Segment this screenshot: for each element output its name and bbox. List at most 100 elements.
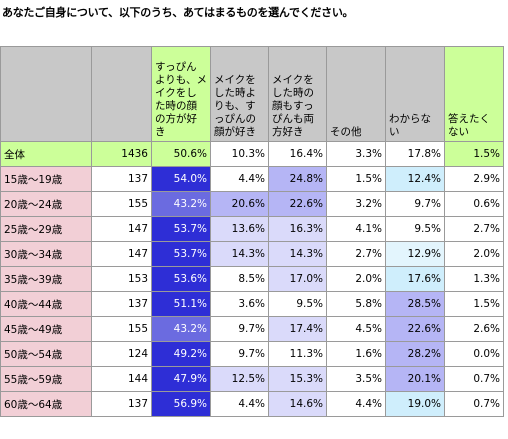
value-cell: 9.7%	[210, 341, 269, 367]
row-label: 45歳～49歳	[0, 316, 92, 342]
row-label: 35歳～39歳	[0, 266, 92, 292]
table-row: 15歳～19歳 137 54.0% 4.4% 24.8% 1.5% 12.4% 2.9%	[0, 166, 504, 192]
value-cell: 17.8%	[385, 141, 445, 167]
value-cell: 43.2%	[151, 316, 211, 342]
table-row: 55歳～59歳 144 47.9% 12.5% 15.3% 3.5% 20.1% 0.7%	[0, 366, 504, 392]
value-cell: 9.7%	[385, 191, 445, 217]
row-n: 137	[91, 166, 152, 192]
value-cell: 2.7%	[326, 241, 386, 267]
row-label: 40歳～44歳	[0, 291, 92, 317]
table-row: 60歳～64歳 137 56.9% 4.4% 14.6% 4.4% 19.0% 0.7%	[0, 391, 504, 417]
value-cell: 28.5%	[385, 291, 445, 317]
page-title: あなたご自身について、以下のうち、あてはまるものを選んでください。	[2, 6, 354, 19]
value-cell: 8.5%	[210, 266, 269, 292]
value-cell: 16.3%	[268, 216, 327, 242]
row-n: 155	[91, 316, 152, 342]
value-cell: 9.5%	[385, 216, 445, 242]
value-cell: 24.8%	[268, 166, 327, 192]
value-cell: 0.0%	[444, 341, 504, 367]
column-header: その他	[326, 46, 386, 142]
row-label: 全体	[0, 141, 92, 167]
value-cell: 13.6%	[210, 216, 269, 242]
value-cell: 3.5%	[326, 366, 386, 392]
value-cell: 12.9%	[385, 241, 445, 267]
value-cell: 11.3%	[268, 341, 327, 367]
value-cell: 50.6%	[151, 141, 211, 167]
row-label: 25歳～29歳	[0, 216, 92, 242]
header-n-cell	[91, 46, 152, 142]
survey-table: すっぴんよりも、メイクをした時の顔の方が好き メイクをした時よりも、すっぴんの顔…	[0, 46, 504, 417]
value-cell: 5.8%	[326, 291, 386, 317]
value-cell: 16.4%	[268, 141, 327, 167]
column-header: わからない	[385, 46, 445, 142]
value-cell: 3.6%	[210, 291, 269, 317]
value-cell: 0.7%	[444, 391, 504, 417]
value-cell: 9.5%	[268, 291, 327, 317]
value-cell: 2.7%	[444, 216, 504, 242]
value-cell: 3.3%	[326, 141, 386, 167]
column-header: 答えたくない	[444, 46, 504, 142]
value-cell: 0.7%	[444, 366, 504, 392]
value-cell: 54.0%	[151, 166, 211, 192]
table-row: 20歳～24歳 155 43.2% 20.6% 22.6% 3.2% 9.7% 0.6%	[0, 191, 504, 217]
value-cell: 2.0%	[444, 241, 504, 267]
row-label: 50歳～54歳	[0, 341, 92, 367]
value-cell: 2.6%	[444, 316, 504, 342]
row-n: 137	[91, 391, 152, 417]
value-cell: 4.4%	[210, 391, 269, 417]
table-row: 50歳～54歳 124 49.2% 9.7% 11.3% 1.6% 28.2% 0.0%	[0, 341, 504, 367]
value-cell: 1.5%	[444, 141, 504, 167]
row-label: 20歳～24歳	[0, 191, 92, 217]
value-cell: 1.6%	[326, 341, 386, 367]
row-label: 15歳～19歳	[0, 166, 92, 192]
value-cell: 43.2%	[151, 191, 211, 217]
row-n: 137	[91, 291, 152, 317]
table-row: 40歳～44歳 137 51.1% 3.6% 9.5% 5.8% 28.5% 1.5%	[0, 291, 504, 317]
value-cell: 4.1%	[326, 216, 386, 242]
value-cell: 2.9%	[444, 166, 504, 192]
value-cell: 14.3%	[210, 241, 269, 267]
value-cell: 19.0%	[385, 391, 445, 417]
column-header: すっぴんよりも、メイクをした時の顔の方が好き	[151, 46, 211, 142]
column-header: メイクをした時の顔もすっぴんも両方好き	[268, 46, 327, 142]
value-cell: 20.1%	[385, 366, 445, 392]
value-cell: 0.6%	[444, 191, 504, 217]
row-n: 124	[91, 341, 152, 367]
value-cell: 12.5%	[210, 366, 269, 392]
table-row: 35歳～39歳 153 53.6% 8.5% 17.0% 2.0% 17.6% 1.3%	[0, 266, 504, 292]
value-cell: 53.7%	[151, 216, 211, 242]
column-header: メイクをした時よりも、すっぴんの顔が好き	[210, 46, 269, 142]
value-cell: 4.4%	[326, 391, 386, 417]
value-cell: 3.2%	[326, 191, 386, 217]
value-cell: 47.9%	[151, 366, 211, 392]
value-cell: 1.5%	[326, 166, 386, 192]
row-n: 147	[91, 241, 152, 267]
value-cell: 4.4%	[210, 166, 269, 192]
row-n: 147	[91, 216, 152, 242]
value-cell: 51.1%	[151, 291, 211, 317]
row-n: 155	[91, 191, 152, 217]
value-cell: 53.6%	[151, 266, 211, 292]
value-cell: 53.7%	[151, 241, 211, 267]
value-cell: 56.9%	[151, 391, 211, 417]
value-cell: 17.0%	[268, 266, 327, 292]
value-cell: 49.2%	[151, 341, 211, 367]
row-label: 55歳～59歳	[0, 366, 92, 392]
value-cell: 12.4%	[385, 166, 445, 192]
value-cell: 14.3%	[268, 241, 327, 267]
value-cell: 20.6%	[210, 191, 269, 217]
row-label: 30歳～34歳	[0, 241, 92, 267]
row-n: 144	[91, 366, 152, 392]
value-cell: 14.6%	[268, 391, 327, 417]
value-cell: 17.6%	[385, 266, 445, 292]
value-cell: 9.7%	[210, 316, 269, 342]
header-row: すっぴんよりも、メイクをした時の顔の方が好き メイクをした時よりも、すっぴんの顔…	[0, 46, 504, 142]
value-cell: 22.6%	[268, 191, 327, 217]
table-row: 45歳～49歳 155 43.2% 9.7% 17.4% 4.5% 22.6% 2.6%	[0, 316, 504, 342]
value-cell: 2.0%	[326, 266, 386, 292]
value-cell: 1.3%	[444, 266, 504, 292]
total-row: 全体 1436 50.6% 10.3% 16.4% 3.3% 17.8% 1.5%	[0, 141, 504, 167]
header-label-cell	[0, 46, 92, 142]
value-cell: 28.2%	[385, 341, 445, 367]
value-cell: 1.5%	[444, 291, 504, 317]
